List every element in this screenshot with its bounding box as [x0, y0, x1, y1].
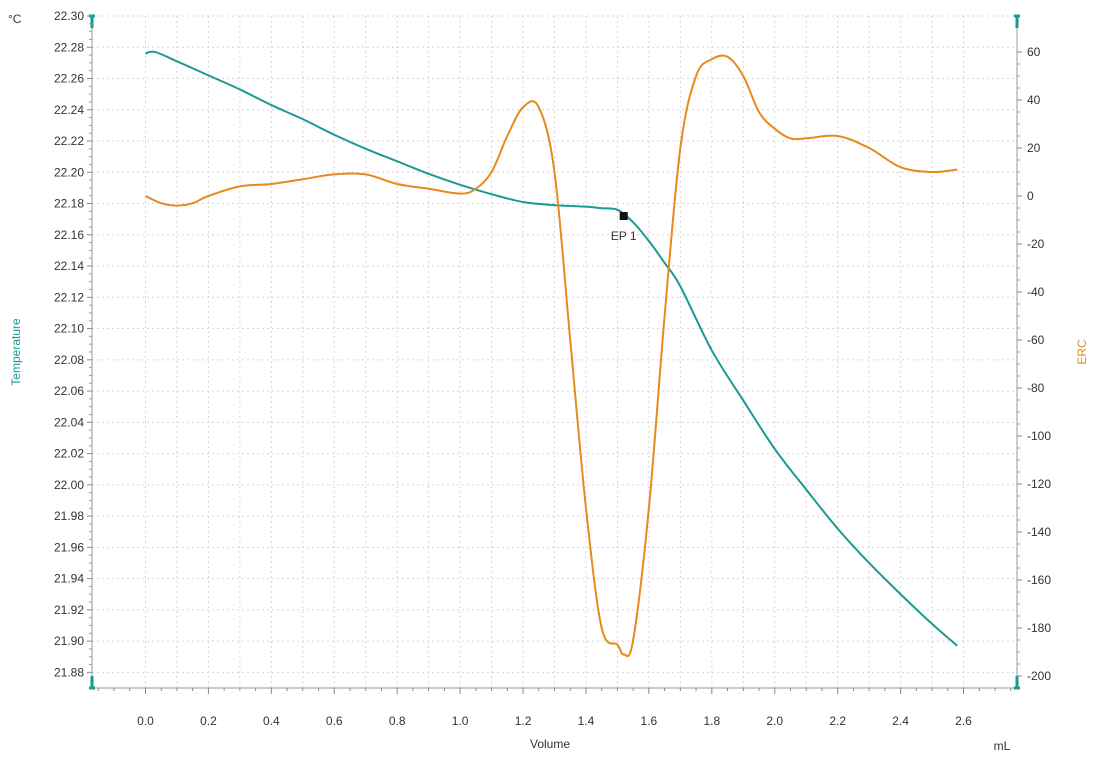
x-tick-label: 0.2: [200, 714, 217, 728]
right-tick-label: -200: [1027, 669, 1051, 683]
x-tick-label: 1.4: [578, 714, 595, 728]
left-tick-label: 22.04: [54, 415, 84, 429]
x-tick-label: 1.6: [641, 714, 658, 728]
x-tick-label: 1.8: [703, 714, 720, 728]
left-tick-label: 22.06: [54, 384, 84, 398]
left-tick-label: 22.22: [54, 134, 84, 148]
right-tick-label: -160: [1027, 573, 1051, 587]
right-tick-label: 20: [1027, 141, 1041, 155]
left-tick-label: 22.20: [54, 165, 84, 179]
right-tick-label: -80: [1027, 381, 1045, 395]
grid: [92, 15, 1017, 688]
x-tick-label: 2.0: [766, 714, 783, 728]
left-tick-label: 22.14: [54, 259, 84, 273]
right-tick-label: -100: [1027, 429, 1051, 443]
left-tick-label: 22.24: [54, 103, 84, 117]
right-axis-title: ERC: [1075, 339, 1089, 365]
x-tick-label: 0.4: [263, 714, 280, 728]
left-tick-label: 22.12: [54, 290, 84, 304]
left-tick-label: 22.10: [54, 322, 84, 336]
endpoint-marker: [619, 212, 628, 221]
series-lines: [145, 50, 958, 658]
left-axis-unit: °C: [8, 12, 22, 26]
right-tick-label: 0: [1027, 189, 1034, 203]
left-tick-label: 22.16: [54, 228, 84, 242]
right-tick-label: -180: [1027, 621, 1051, 635]
axes-frame: [87, 14, 1022, 694]
left-tick-label: 22.18: [54, 197, 84, 211]
right-tick-label: 60: [1027, 45, 1041, 59]
left-tick-label: 22.26: [54, 72, 84, 86]
left-tick-label: 22.08: [54, 353, 84, 367]
x-tick-label: 0.0: [137, 714, 154, 728]
left-tick-label: 21.92: [54, 603, 84, 617]
left-tick-label: 22.30: [54, 9, 84, 23]
left-tick-label: 21.94: [54, 572, 84, 586]
left-tick-label: 21.90: [54, 634, 84, 648]
x-tick-label: 1.0: [452, 714, 469, 728]
x-tick-label: 2.6: [955, 714, 972, 728]
axis-end-bracket: [89, 14, 95, 28]
right-tick-label: -20: [1027, 237, 1045, 251]
x-tick-label: 0.6: [326, 714, 343, 728]
left-tick-label: 21.96: [54, 540, 84, 554]
right-tick-label: -120: [1027, 477, 1051, 491]
left-axis-title: Temperature: [9, 318, 23, 386]
left-tick-label: 22.00: [54, 478, 84, 492]
right-tick-label: -140: [1027, 525, 1051, 539]
x-tick-label: 1.2: [515, 714, 532, 728]
left-tick-label: 21.98: [54, 509, 84, 523]
axis-end-bracket: [1014, 676, 1020, 690]
right-tick-label: -40: [1027, 285, 1045, 299]
annotations: EP 1: [611, 212, 637, 243]
x-axis-title: Volume: [530, 737, 570, 751]
right-tick-label: -60: [1027, 333, 1045, 347]
series-line-erc: [145, 54, 958, 658]
x-tick-label: 2.2: [829, 714, 846, 728]
axis-labels: °C Temperature ERC Volume mL 22.30 22.28 2…: [8, 9, 1089, 753]
axis-end-bracket: [89, 676, 95, 690]
left-tick-label: 22.28: [54, 40, 84, 54]
endpoint-label: EP 1: [611, 229, 637, 243]
x-axis-unit: mL: [994, 739, 1011, 753]
right-tick-label: 40: [1027, 93, 1041, 107]
axis-end-bracket: [1014, 14, 1020, 28]
x-tick-label: 0.8: [389, 714, 406, 728]
left-tick-label: 21.88: [54, 665, 84, 679]
series-line-temperature: [145, 50, 958, 647]
x-tick-label: 2.4: [892, 714, 909, 728]
left-tick-label: 22.02: [54, 447, 84, 461]
